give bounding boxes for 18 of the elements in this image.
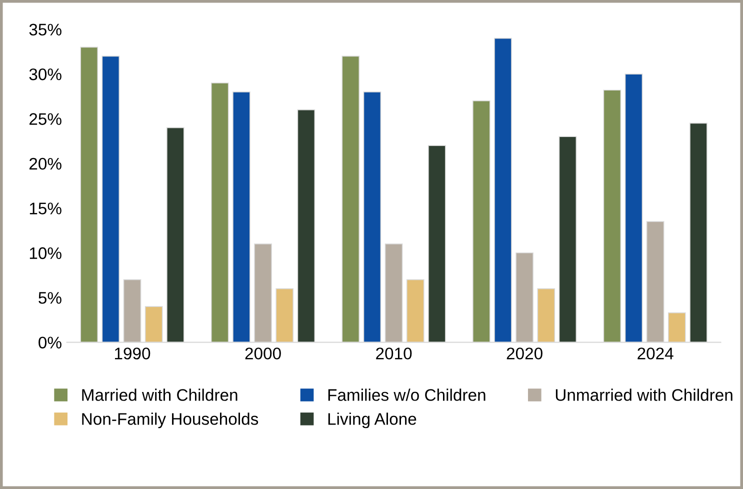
legend-label: Living Alone: [328, 412, 416, 428]
y-tick-label: 0%: [38, 336, 62, 349]
y-tick-label: 10%: [30, 247, 62, 260]
legend-label: Married with Children: [82, 388, 238, 401]
y-tick-label: 5%: [38, 292, 62, 304]
x-tick-label: 1990: [114, 348, 150, 360]
y-tick-label: 35%: [29, 24, 62, 36]
legend-label: Unmarried with Children: [556, 388, 732, 401]
x-tick-label: 2010: [376, 348, 412, 360]
legend-label: Non-Family Households: [82, 412, 258, 428]
x-tick-label: 2020: [506, 348, 542, 360]
x-tick-label: 2024: [638, 348, 674, 360]
y-tick-label: 20%: [29, 158, 62, 170]
y-tick-label: 15%: [30, 202, 62, 214]
x-tick-label: 2000: [245, 348, 281, 360]
y-tick-label: 25%: [29, 113, 62, 125]
y-tick-label: 30%: [29, 68, 62, 80]
legend-label: Families w/o Children: [328, 388, 486, 401]
